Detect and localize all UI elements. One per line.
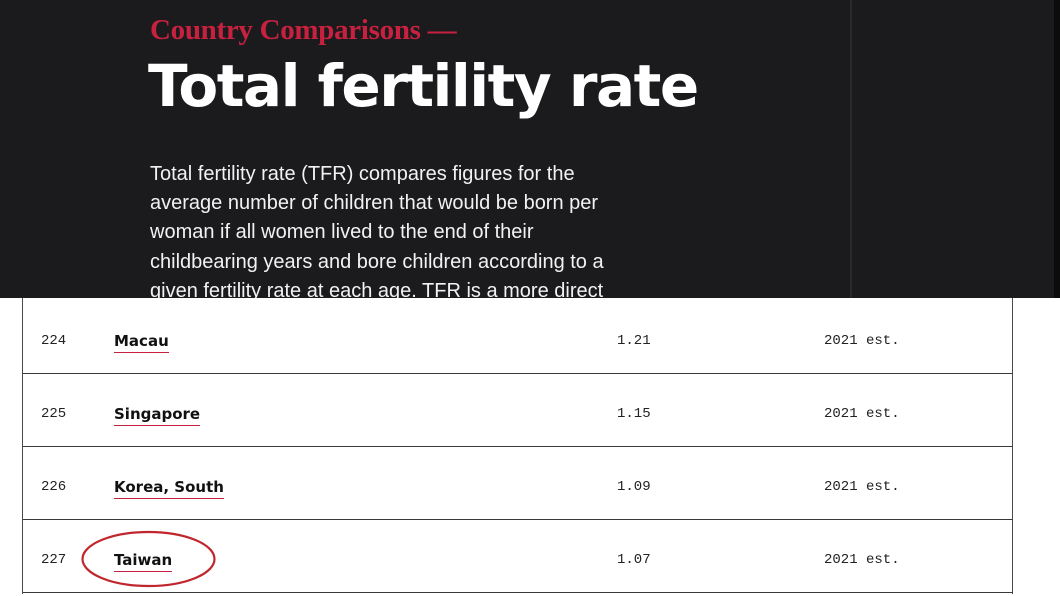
date-cell: 2021 est. [824, 333, 900, 349]
description-line: woman if all women lived to the end of t… [150, 221, 534, 244]
page-title: Total fertility rate [148, 52, 699, 120]
rank-cell: 227 [41, 552, 67, 568]
country-link[interactable]: Macau [114, 332, 169, 353]
table-row: 227 Taiwan 1.07 2021 est. [23, 520, 1013, 593]
background-seam [850, 0, 852, 298]
date-cell: 2021 est. [824, 406, 900, 422]
value-cell: 1.21 [617, 333, 651, 349]
page-header: Country Comparisons — Total fertility ra… [0, 0, 1060, 298]
country-link[interactable]: Korea, South [114, 478, 224, 499]
rank-cell: 226 [41, 479, 67, 495]
value-cell: 1.07 [617, 552, 651, 568]
value-cell: 1.09 [617, 479, 651, 495]
table-row: 224 Macau 1.21 2021 est. [23, 301, 1013, 374]
country-link[interactable]: Singapore [114, 405, 201, 426]
date-cell: 2021 est. [824, 479, 900, 495]
ranking-table: 224 Macau 1.21 2021 est. 225 Singapore 1… [22, 298, 1013, 594]
description-line: given fertility rate at each age. TFR is… [150, 279, 604, 298]
description-line: average number of children that would be… [150, 192, 599, 215]
description-line: childbearing years and bore children acc… [150, 250, 604, 273]
table-row: 226 Korea, South 1.09 2021 est. [23, 447, 1013, 520]
date-cell: 2021 est. [824, 552, 900, 568]
background-edge [1054, 0, 1060, 298]
country-link[interactable]: Taiwan [114, 551, 173, 572]
page-description: Total fertility rate (TFR) compares figu… [150, 160, 730, 298]
table-row: 225 Singapore 1.15 2021 est. [23, 374, 1013, 447]
value-cell: 1.15 [617, 406, 651, 422]
section-kicker[interactable]: Country Comparisons — [150, 14, 457, 46]
rank-cell: 224 [41, 333, 67, 349]
rank-cell: 225 [41, 406, 67, 422]
description-line: Total fertility rate (TFR) compares figu… [150, 163, 575, 185]
